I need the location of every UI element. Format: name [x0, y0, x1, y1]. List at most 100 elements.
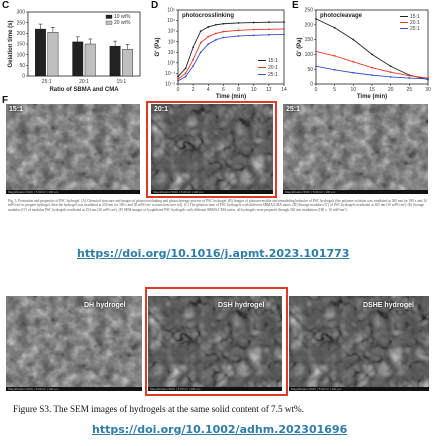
sem-label-dshe: DSHE hydrogel	[363, 302, 414, 309]
x-tick-label: 25	[407, 87, 413, 93]
data-point	[427, 78, 429, 80]
data-point	[237, 22, 240, 24]
data-point	[267, 33, 270, 36]
legend-label: 20:1	[410, 20, 420, 26]
sem-image-25-1: 25:1 Magnification 500× | 5.00 kV | 100 …	[283, 104, 428, 194]
data-point	[222, 30, 225, 33]
x-tick-label: 10	[251, 87, 257, 93]
y-axis-title: G' (Pa)	[297, 37, 303, 56]
data-point	[389, 65, 392, 68]
figure-3-caption: Fig. 3. Formation and properties of PSC …	[8, 199, 427, 212]
data-point	[408, 74, 411, 77]
y-tick-label: 10⁴	[167, 18, 175, 24]
panel-label-c: C	[2, 0, 10, 11]
sem-image-20-1: 20:1 Magnification 500× | 5.00 kV | 100 …	[151, 104, 273, 194]
legend-label: 15:1	[268, 58, 278, 64]
y-tick-label: 100	[305, 52, 314, 58]
series-line	[315, 51, 429, 79]
y-tick-label: 50	[307, 67, 313, 73]
x-tick-label: 2	[192, 87, 195, 93]
sem-image-dsh-hydrogel: Magnification 500× | 5.00 kV | 100 μm	[148, 296, 282, 391]
data-point	[315, 17, 317, 20]
chart-c-gelation-time: 0 50 100 150 200 250 300 25:1 20:1 15:1 Ratio of S…	[8, 10, 141, 93]
data-point	[177, 75, 179, 78]
data-point	[371, 74, 373, 77]
data-point	[333, 26, 336, 29]
data-point	[333, 54, 336, 57]
y-tick-label: 150	[17, 42, 26, 48]
y-tick-label: 10²	[168, 39, 176, 45]
sem-scale-bar: Magnification 500× | 5.00 kV | 100 μm	[151, 190, 273, 194]
chart-e-photocleavage: 0 50 100 150 200 250 0 5 10 15 20 25 30 15:120:125:1 p…	[297, 8, 431, 100]
sem-label: 15:1	[9, 106, 24, 113]
sem-scale-bar: Magnification 500× | 5.00 kV | 100 μm	[6, 387, 142, 391]
data-point	[199, 41, 202, 44]
x-tick-label: 30	[425, 87, 431, 93]
highlight-box-bottom	[145, 287, 288, 396]
data-point	[252, 34, 255, 37]
x-tick-label: 12	[266, 87, 272, 93]
data-point	[283, 21, 285, 23]
x-tick-label: 15:1	[116, 79, 126, 85]
data-point	[267, 21, 270, 24]
data-point	[184, 72, 187, 75]
data-point	[408, 77, 411, 79]
data-point	[177, 79, 179, 82]
bar	[72, 41, 84, 77]
data-point	[252, 21, 255, 24]
y-tick-label: 10⁻¹	[165, 71, 175, 77]
data-point	[283, 28, 285, 30]
doi-link-2[interactable]: https://doi.org/10.1002/adhm.202301696	[92, 423, 348, 436]
data-point	[199, 51, 202, 54]
data-point	[352, 60, 355, 63]
data-point	[267, 28, 270, 31]
data-point	[352, 38, 355, 41]
sem-label-dsh: DSH hydrogel	[218, 302, 265, 309]
figure-s3-caption: Figure S3. The SEM images of hydrogels a…	[13, 404, 304, 414]
data-point	[192, 46, 195, 49]
x-tick-label: 8	[237, 87, 240, 93]
data-point	[177, 78, 179, 80]
data-point	[371, 53, 373, 56]
y-tick-label: 10⁻²	[165, 82, 175, 88]
panel-label-d: D	[151, 0, 159, 11]
panel-label-e: E	[292, 0, 299, 11]
data-point	[283, 33, 285, 36]
doi-link-1[interactable]: https://doi.org/10.1016/j.apmt.2023.1017…	[77, 247, 350, 260]
sem-label-dh: DH hydrogel	[84, 302, 126, 309]
sem-image-dshe-hydrogel: Magnification 500× | 5.00 kV | 100 μm	[289, 296, 429, 391]
data-point	[371, 66, 373, 69]
y-tick-label: 0	[22, 74, 25, 80]
y-tick-label: 250	[17, 20, 26, 26]
data-point	[389, 71, 392, 74]
y-tick-label: 0	[310, 82, 313, 88]
data-point	[214, 32, 217, 35]
x-tick-label: 0	[315, 87, 318, 93]
sem-label: 25:1	[286, 106, 301, 113]
x-tick-label: 25:1	[42, 79, 52, 85]
y-tick-label: 10¹	[168, 50, 176, 56]
chart-annotation: photocrosslinking	[182, 13, 234, 19]
sem-scale-bar: Magnification 500× | 5.00 kV | 100 μm	[6, 190, 140, 194]
bar	[122, 49, 133, 77]
data-point	[222, 22, 225, 25]
legend-label: 10 wt%	[114, 14, 131, 20]
data-point	[207, 26, 210, 28]
chart-d-photocrosslinking: 10⁻² 10⁻¹ 10⁰ 10¹ 10² 10³ 10⁴ 10⁵ 0 2 4 6 8 10 12 14 15:…	[155, 8, 287, 100]
x-tick-label: 14	[281, 87, 287, 93]
legend-label: 15:1	[410, 14, 420, 20]
y-tick-label: 10⁵	[167, 8, 175, 14]
data-point	[352, 71, 355, 74]
bar	[35, 28, 46, 77]
data-point	[184, 75, 187, 78]
y-axis-title: G' (Pa)	[155, 37, 161, 56]
data-point	[252, 28, 255, 31]
x-tick-label: 15	[369, 87, 375, 93]
sem-label: 20:1	[154, 106, 169, 113]
plot-frame	[177, 9, 285, 85]
panel-label-f: F	[2, 95, 9, 106]
data-point	[192, 58, 195, 61]
y-tick-label: 250	[305, 8, 314, 14]
x-tick-label: 20:1	[79, 79, 89, 85]
x-tick-label: 0	[177, 87, 180, 93]
